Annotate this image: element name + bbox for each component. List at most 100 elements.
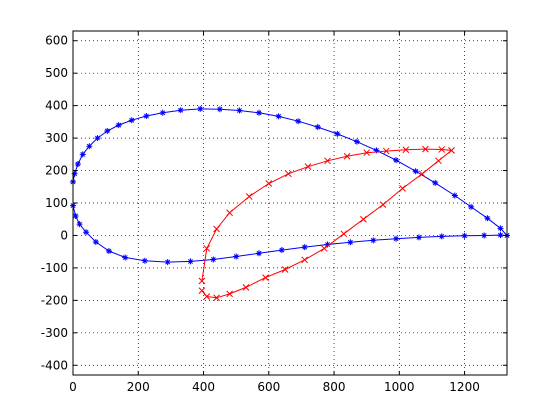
data-point bbox=[256, 109, 262, 116]
data-point bbox=[295, 118, 302, 125]
data-point bbox=[418, 170, 426, 178]
data-point bbox=[393, 157, 400, 164]
data-point bbox=[402, 146, 410, 154]
data-point bbox=[481, 232, 488, 239]
y-tick-label: -200 bbox=[41, 293, 68, 307]
y-tick-label: 500 bbox=[45, 66, 68, 80]
data-point bbox=[278, 247, 285, 254]
x-tick-label: 400 bbox=[192, 380, 215, 394]
x-tick-label: 1200 bbox=[449, 380, 480, 394]
data-point bbox=[468, 203, 475, 210]
data-point bbox=[76, 221, 83, 228]
data-point bbox=[245, 193, 253, 200]
x-tick-label: 200 bbox=[127, 380, 150, 394]
data-point bbox=[187, 258, 194, 265]
grid-lines bbox=[72, 31, 507, 375]
y-tick-label: -300 bbox=[41, 326, 68, 340]
data-point bbox=[203, 293, 211, 300]
data-point bbox=[128, 117, 135, 124]
y-tick-label: 300 bbox=[45, 131, 68, 145]
data-point bbox=[71, 170, 78, 177]
y-tick-label: -100 bbox=[41, 261, 68, 275]
y-tick-label: 600 bbox=[45, 34, 68, 48]
data-point bbox=[363, 149, 371, 157]
data-point bbox=[334, 130, 341, 137]
data-point bbox=[74, 161, 81, 168]
data-point bbox=[72, 212, 79, 219]
data-point bbox=[497, 232, 504, 239]
data-point bbox=[262, 274, 269, 281]
series-2 bbox=[198, 145, 455, 285]
data-point bbox=[226, 290, 233, 298]
data-point bbox=[265, 180, 273, 187]
data-point bbox=[399, 185, 406, 192]
data-point bbox=[497, 225, 504, 232]
data-point bbox=[86, 143, 93, 150]
data-point bbox=[197, 105, 204, 112]
y-tick-label: 400 bbox=[45, 99, 68, 113]
data-series bbox=[70, 105, 510, 302]
data-point bbox=[115, 122, 122, 129]
data-point bbox=[484, 215, 491, 222]
data-point bbox=[435, 157, 442, 165]
data-point bbox=[105, 248, 112, 255]
axis-ticks: 0 200 400 600 800 1000 1200 -400 -300 -200 -100 0 10… bbox=[41, 31, 507, 394]
data-point bbox=[233, 253, 240, 260]
data-point bbox=[393, 235, 400, 242]
data-point bbox=[141, 257, 148, 264]
y-tick-label: 100 bbox=[45, 196, 68, 210]
data-point bbox=[94, 135, 101, 142]
data-point bbox=[226, 209, 233, 217]
series-line bbox=[201, 148, 452, 281]
y-tick-label: 0 bbox=[60, 228, 68, 242]
data-point bbox=[79, 151, 86, 158]
series-3 bbox=[198, 147, 455, 302]
data-point bbox=[324, 241, 331, 248]
data-point bbox=[177, 107, 184, 114]
data-point bbox=[415, 234, 422, 241]
data-point bbox=[314, 124, 321, 131]
data-point bbox=[347, 239, 354, 246]
data-point bbox=[236, 107, 243, 114]
data-point bbox=[198, 277, 206, 285]
x-tick-label: 600 bbox=[257, 380, 280, 394]
data-point bbox=[370, 237, 377, 244]
x-tick-label: 0 bbox=[69, 380, 77, 394]
data-point bbox=[301, 256, 309, 264]
series-line bbox=[201, 150, 452, 299]
data-point bbox=[159, 109, 166, 116]
data-point bbox=[285, 170, 292, 178]
data-point bbox=[438, 233, 445, 240]
data-point bbox=[203, 245, 211, 252]
data-point bbox=[422, 145, 429, 153]
data-point bbox=[213, 294, 220, 302]
data-point bbox=[340, 230, 348, 238]
data-point bbox=[198, 287, 206, 294]
data-point bbox=[256, 250, 262, 257]
data-point bbox=[461, 232, 468, 239]
data-point bbox=[448, 147, 455, 154]
data-point bbox=[412, 168, 419, 175]
y-tick-label: 200 bbox=[45, 164, 68, 178]
data-point bbox=[382, 147, 390, 155]
data-point bbox=[451, 192, 458, 199]
data-point bbox=[432, 179, 439, 186]
data-point bbox=[324, 157, 331, 165]
data-point bbox=[320, 245, 328, 252]
x-tick-label: 1000 bbox=[384, 380, 415, 394]
data-point bbox=[216, 106, 223, 113]
data-point bbox=[438, 146, 446, 153]
data-point bbox=[83, 229, 90, 236]
data-point bbox=[242, 284, 250, 291]
data-point bbox=[275, 113, 282, 120]
data-point bbox=[210, 256, 217, 263]
data-point bbox=[373, 147, 380, 154]
data-point bbox=[343, 152, 351, 160]
data-point bbox=[281, 266, 289, 273]
data-point bbox=[143, 113, 150, 120]
data-point bbox=[213, 225, 220, 233]
data-point bbox=[92, 238, 99, 245]
data-point bbox=[122, 254, 129, 261]
data-point bbox=[360, 215, 367, 223]
